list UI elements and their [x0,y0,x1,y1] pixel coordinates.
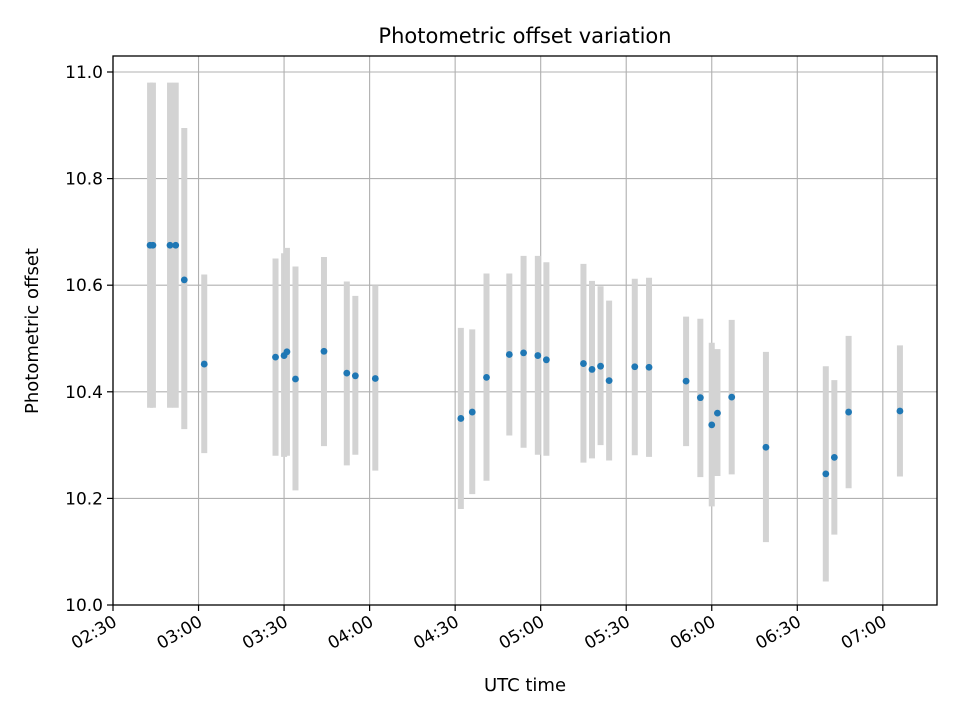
data-point [457,415,465,422]
data-point [149,241,157,249]
y-tick-label: 10.0 [65,596,103,616]
data-point [728,393,736,401]
data-point [468,408,476,416]
data-point [371,375,379,382]
y-axis-ticks: 10.0 10.2 10.4 10.6 10.8 11.0 [65,63,113,616]
data-point [283,348,291,356]
data-point [588,366,596,373]
chart-title: Photometric offset variation [378,24,671,48]
data-point [520,349,527,357]
data-point [180,276,188,284]
data-point [708,421,716,429]
data-point [200,360,208,368]
x-tick-label: 06:30 [752,612,804,654]
data-point [320,347,328,355]
x-axis-ticks: 02:30 03:00 03:30 04:00 04:30 05:00 05:30 06:00… [68,605,890,654]
data-point [631,363,639,371]
data-point [483,374,490,381]
data-points [146,241,904,478]
data-point [505,351,513,358]
data-point [580,360,587,367]
data-point [845,408,853,416]
x-tick-label: 04:00 [325,612,377,654]
data-point [351,372,359,380]
x-tick-label: 03:30 [239,612,291,654]
data-point [896,407,904,415]
data-point [645,363,653,371]
x-tick-label: 05:00 [496,612,548,654]
data-point [542,356,550,364]
data-point [830,453,838,461]
data-point [714,409,721,417]
data-point [762,443,770,451]
data-point [272,353,279,361]
data-point [682,377,690,385]
x-tick-label: 05:30 [581,612,633,654]
y-tick-label: 11.0 [65,63,103,83]
x-tick-label: 06:00 [667,612,719,654]
data-point [343,369,351,377]
data-point [605,377,613,385]
plot-frame [112,55,938,606]
y-tick-label: 10.2 [65,489,103,509]
y-tick-label: 10.4 [65,383,103,403]
data-point [597,362,604,370]
error-bars [147,82,903,582]
y-tick-label: 10.8 [65,170,103,190]
x-tick-label: 04:30 [410,612,462,654]
data-point [172,241,180,249]
data-point [292,375,299,383]
y-tick-label: 10.6 [65,276,103,296]
x-tick-label: 07:00 [838,612,890,654]
data-point [822,470,830,478]
y-axis-label: Photometric offset [22,248,43,414]
data-point [534,352,542,359]
data-point [696,394,704,402]
x-tick-label: 03:00 [154,612,206,654]
x-axis-label: UTC time [484,675,566,696]
data-point [166,241,174,249]
x-tick-label: 02:30 [68,612,120,654]
